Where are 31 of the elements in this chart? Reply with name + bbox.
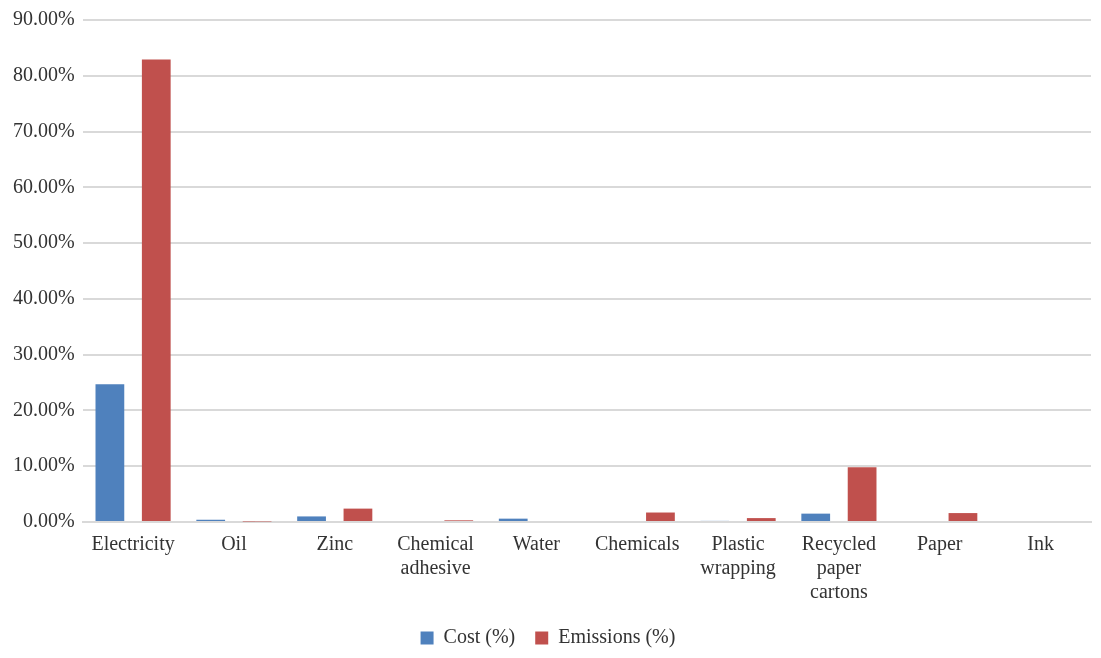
y-tick-label: 30.00% (12, 341, 75, 364)
x-tick-label: Paper (916, 532, 963, 556)
x-tick-label: Plastic wrapping (700, 532, 776, 580)
y-tick-label: 70.00% (12, 118, 75, 141)
bar (948, 513, 978, 521)
bar (847, 467, 877, 521)
x-tick-label: Electricity (91, 532, 175, 556)
bar (646, 512, 675, 521)
y-tick-label: 0.00% (22, 509, 75, 532)
x-tick-label: Oil (221, 532, 248, 555)
y-tick-label: 40.00% (12, 286, 75, 309)
bar (801, 513, 831, 521)
bar (95, 384, 125, 521)
x-tick-label: Water (512, 532, 561, 555)
y-tick-label: 50.00% (12, 230, 75, 253)
x-tick-label: Recycled paper cartons (801, 532, 877, 603)
legend-label: Emissions (%) (558, 625, 676, 649)
x-tick-label: Chemicals (595, 532, 680, 555)
bar (343, 508, 373, 521)
y-tick-label: 60.00% (12, 174, 75, 197)
bar (141, 59, 171, 521)
bar (746, 518, 776, 521)
y-tick-label: 20.00% (12, 397, 75, 420)
y-tick-label: 90.00% (12, 7, 75, 30)
y-tick-label: 10.00% (12, 453, 75, 476)
x-tick-label: Ink (1027, 532, 1054, 555)
y-tick-label: 80.00% (12, 63, 75, 86)
x-tick-label: Chemical adhesive (397, 532, 475, 579)
legend-label: Cost (%) (443, 625, 516, 649)
x-tick-label: Zinc (316, 532, 354, 555)
bar (297, 516, 326, 521)
